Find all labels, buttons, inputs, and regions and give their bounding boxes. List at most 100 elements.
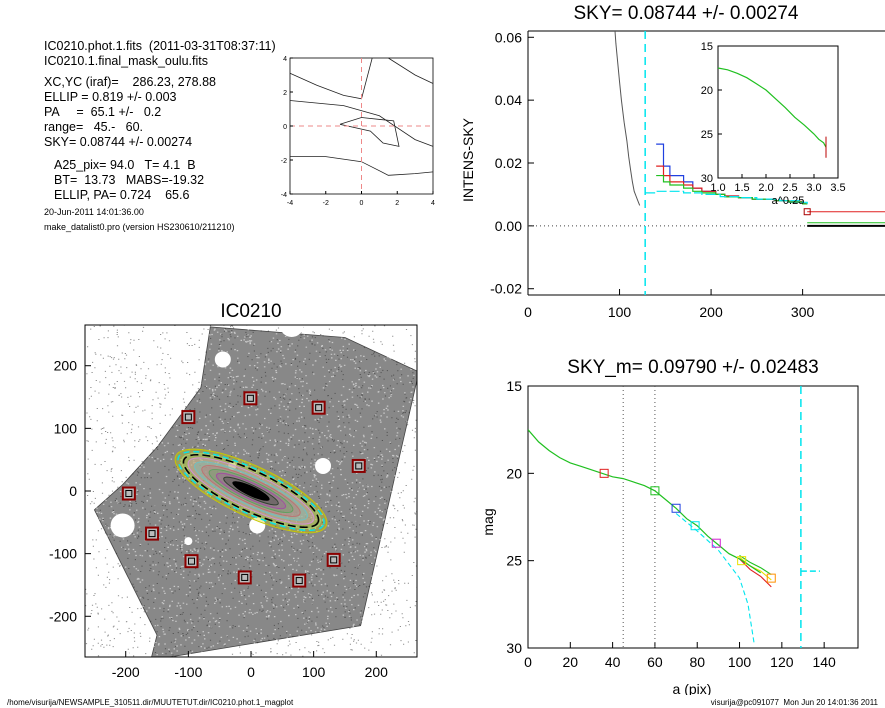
x-tick-label: -100: [174, 664, 202, 680]
y-tick-label: 0.04: [495, 92, 522, 108]
program-text: make_datalist0.pro (version HS230610/211…: [44, 222, 235, 232]
bt-line: BT= 13.73 MABS=-19.32: [54, 173, 205, 187]
x-tick-label: -4: [287, 200, 293, 207]
inset-y-tick-label: 15: [701, 41, 713, 53]
sky-box: [326, 552, 341, 567]
x-tick-label: 4: [431, 200, 435, 207]
footer-user: visurija@pc091077 Mon Jun 20 14:01:36 20…: [710, 698, 878, 707]
inset-xlabel: a^0.25: [772, 195, 805, 207]
sky-box: [237, 570, 252, 585]
contour-line: [289, 100, 434, 147]
sky-box: [121, 486, 136, 501]
intensity-profile: [614, 31, 641, 206]
inset-x-tick-label: 2.5: [782, 182, 797, 194]
x-tick-label: 20: [563, 654, 579, 670]
range-line: range= 45.- 60.: [44, 120, 144, 134]
sky-box-inner: [330, 556, 338, 564]
y-tick-label: 20: [506, 465, 522, 481]
sky-profile-chart: SKY= 0.08744 +/- 0.00274 INTENS-SKY -0.0…: [460, 3, 885, 320]
y-tick-label: 100: [54, 420, 78, 436]
sky-box-inner: [241, 573, 249, 581]
contour-line: [339, 117, 400, 147]
ellip-pa-line: ELLIP, PA= 0.724 65.6: [54, 188, 190, 202]
sky-line: SKY= 0.08744 +/- 0.00274: [44, 135, 193, 149]
x-tick-label: -2: [323, 200, 329, 207]
inset-x-tick-label: 1.5: [734, 182, 749, 194]
sky-plot-area: [614, 31, 885, 295]
mask-hole: [315, 457, 332, 474]
img-area: [85, 325, 417, 657]
y-tick-label: 0.00: [495, 218, 522, 234]
x-tick-label: 0: [524, 304, 532, 320]
footer-path: /home/visurija/NEWSAMPLE_310511.dir/MUUT…: [7, 698, 294, 707]
y-tick-label: 15: [506, 378, 522, 394]
ellip-line: ELLIP = 0.819 +/- 0.003: [44, 90, 177, 104]
mag-profile-title: SKY_m= 0.09790 +/- 0.02483: [567, 357, 818, 378]
sky-box-marker: [803, 208, 811, 216]
header-text: IC0210.phot.1.fits (2011-03-31T08:37:11)…: [44, 24, 276, 218]
mag-marker-green: [650, 486, 660, 496]
inset-y-tick-label: 30: [701, 173, 713, 185]
mag-tail-green: [739, 554, 772, 576]
mask-hole: [184, 537, 193, 546]
sky-box-inner: [125, 490, 133, 498]
image-title: IC0210: [220, 301, 281, 322]
mask-hole: [249, 517, 266, 534]
sky-box-inner: [315, 404, 323, 412]
x-tick-label: 100: [302, 664, 326, 680]
inset-x-tick-label: 2.0: [758, 182, 773, 194]
x-tick-label: 2: [395, 200, 399, 207]
x-tick-label: 0: [247, 664, 255, 680]
date-text: 20-Jun-2011 14:01:36.00: [44, 207, 144, 217]
a25-line: A25_pix= 94.0 T= 4.1 B: [54, 158, 196, 172]
y-tick-label: 0.02: [495, 155, 522, 171]
sky-profile-title: SKY= 0.08744 +/- 0.00274: [573, 3, 798, 24]
x-tick-label: 100: [608, 304, 632, 320]
x-tick-label: 80: [689, 654, 705, 670]
y-tick-label: -200: [49, 608, 77, 624]
sky-box-inner: [355, 462, 363, 470]
y-tick-label: -0.02: [490, 281, 522, 297]
y-tick-label: 0: [69, 483, 77, 499]
sky-box-inner: [187, 557, 195, 565]
sky-box-inner: [246, 394, 254, 402]
x-tick-label: 140: [812, 654, 836, 670]
y-tick-label: 4: [283, 56, 287, 63]
galaxy-image-panel: IC0210 -200 -100 0 100 200 -200 -100 0 100 200: [49, 301, 418, 680]
contour-line: [388, 57, 434, 84]
step-profile-cyan: [645, 190, 808, 204]
mask-hole: [279, 325, 304, 337]
sky-box: [184, 554, 199, 569]
galaxy: [174, 448, 328, 534]
x-tick-label: 300: [791, 304, 815, 320]
sky-box: [351, 458, 366, 473]
x-tick-label: 100: [728, 654, 752, 670]
mag-profile-ylabel: mag: [480, 508, 496, 535]
y-tick-label: 2: [283, 90, 287, 97]
mask-hole: [214, 351, 231, 368]
mag-plot-area: [528, 386, 820, 648]
y-tick-label: 25: [506, 553, 522, 569]
mag-tail-red: [739, 558, 772, 588]
sky-box: [145, 526, 160, 541]
inset-x-tick-label: 1.0: [710, 182, 725, 194]
y-tick-label: 200: [54, 358, 78, 374]
mag-marker-blue: [671, 503, 681, 513]
mag-profile-chart: SKY_m= 0.09790 +/- 0.02483 mag a (pix) 0…: [480, 357, 859, 695]
pa-line: PA = 65.1 +/- 0.2: [44, 105, 162, 119]
mag-tail-yellow: [739, 556, 772, 581]
x-tick-label: 200: [365, 664, 389, 680]
x-tick-label: -200: [112, 664, 140, 680]
mag-profile-line: [528, 429, 762, 574]
x-tick-label: 60: [647, 654, 663, 670]
inset-x-tick-label: 3.0: [806, 182, 821, 194]
inset-y-tick-label: 20: [701, 85, 713, 97]
x-tick-label: 40: [605, 654, 621, 670]
y-tick-label: -4: [281, 192, 287, 199]
sky-box: [243, 391, 258, 406]
contour-line: [289, 57, 373, 100]
x-tick-label: 200: [699, 304, 723, 320]
x-tick-label: 0: [360, 200, 364, 207]
center-line: XC,YC (iraf)= 286.23, 278.88: [44, 75, 216, 89]
sky-box: [292, 573, 307, 588]
